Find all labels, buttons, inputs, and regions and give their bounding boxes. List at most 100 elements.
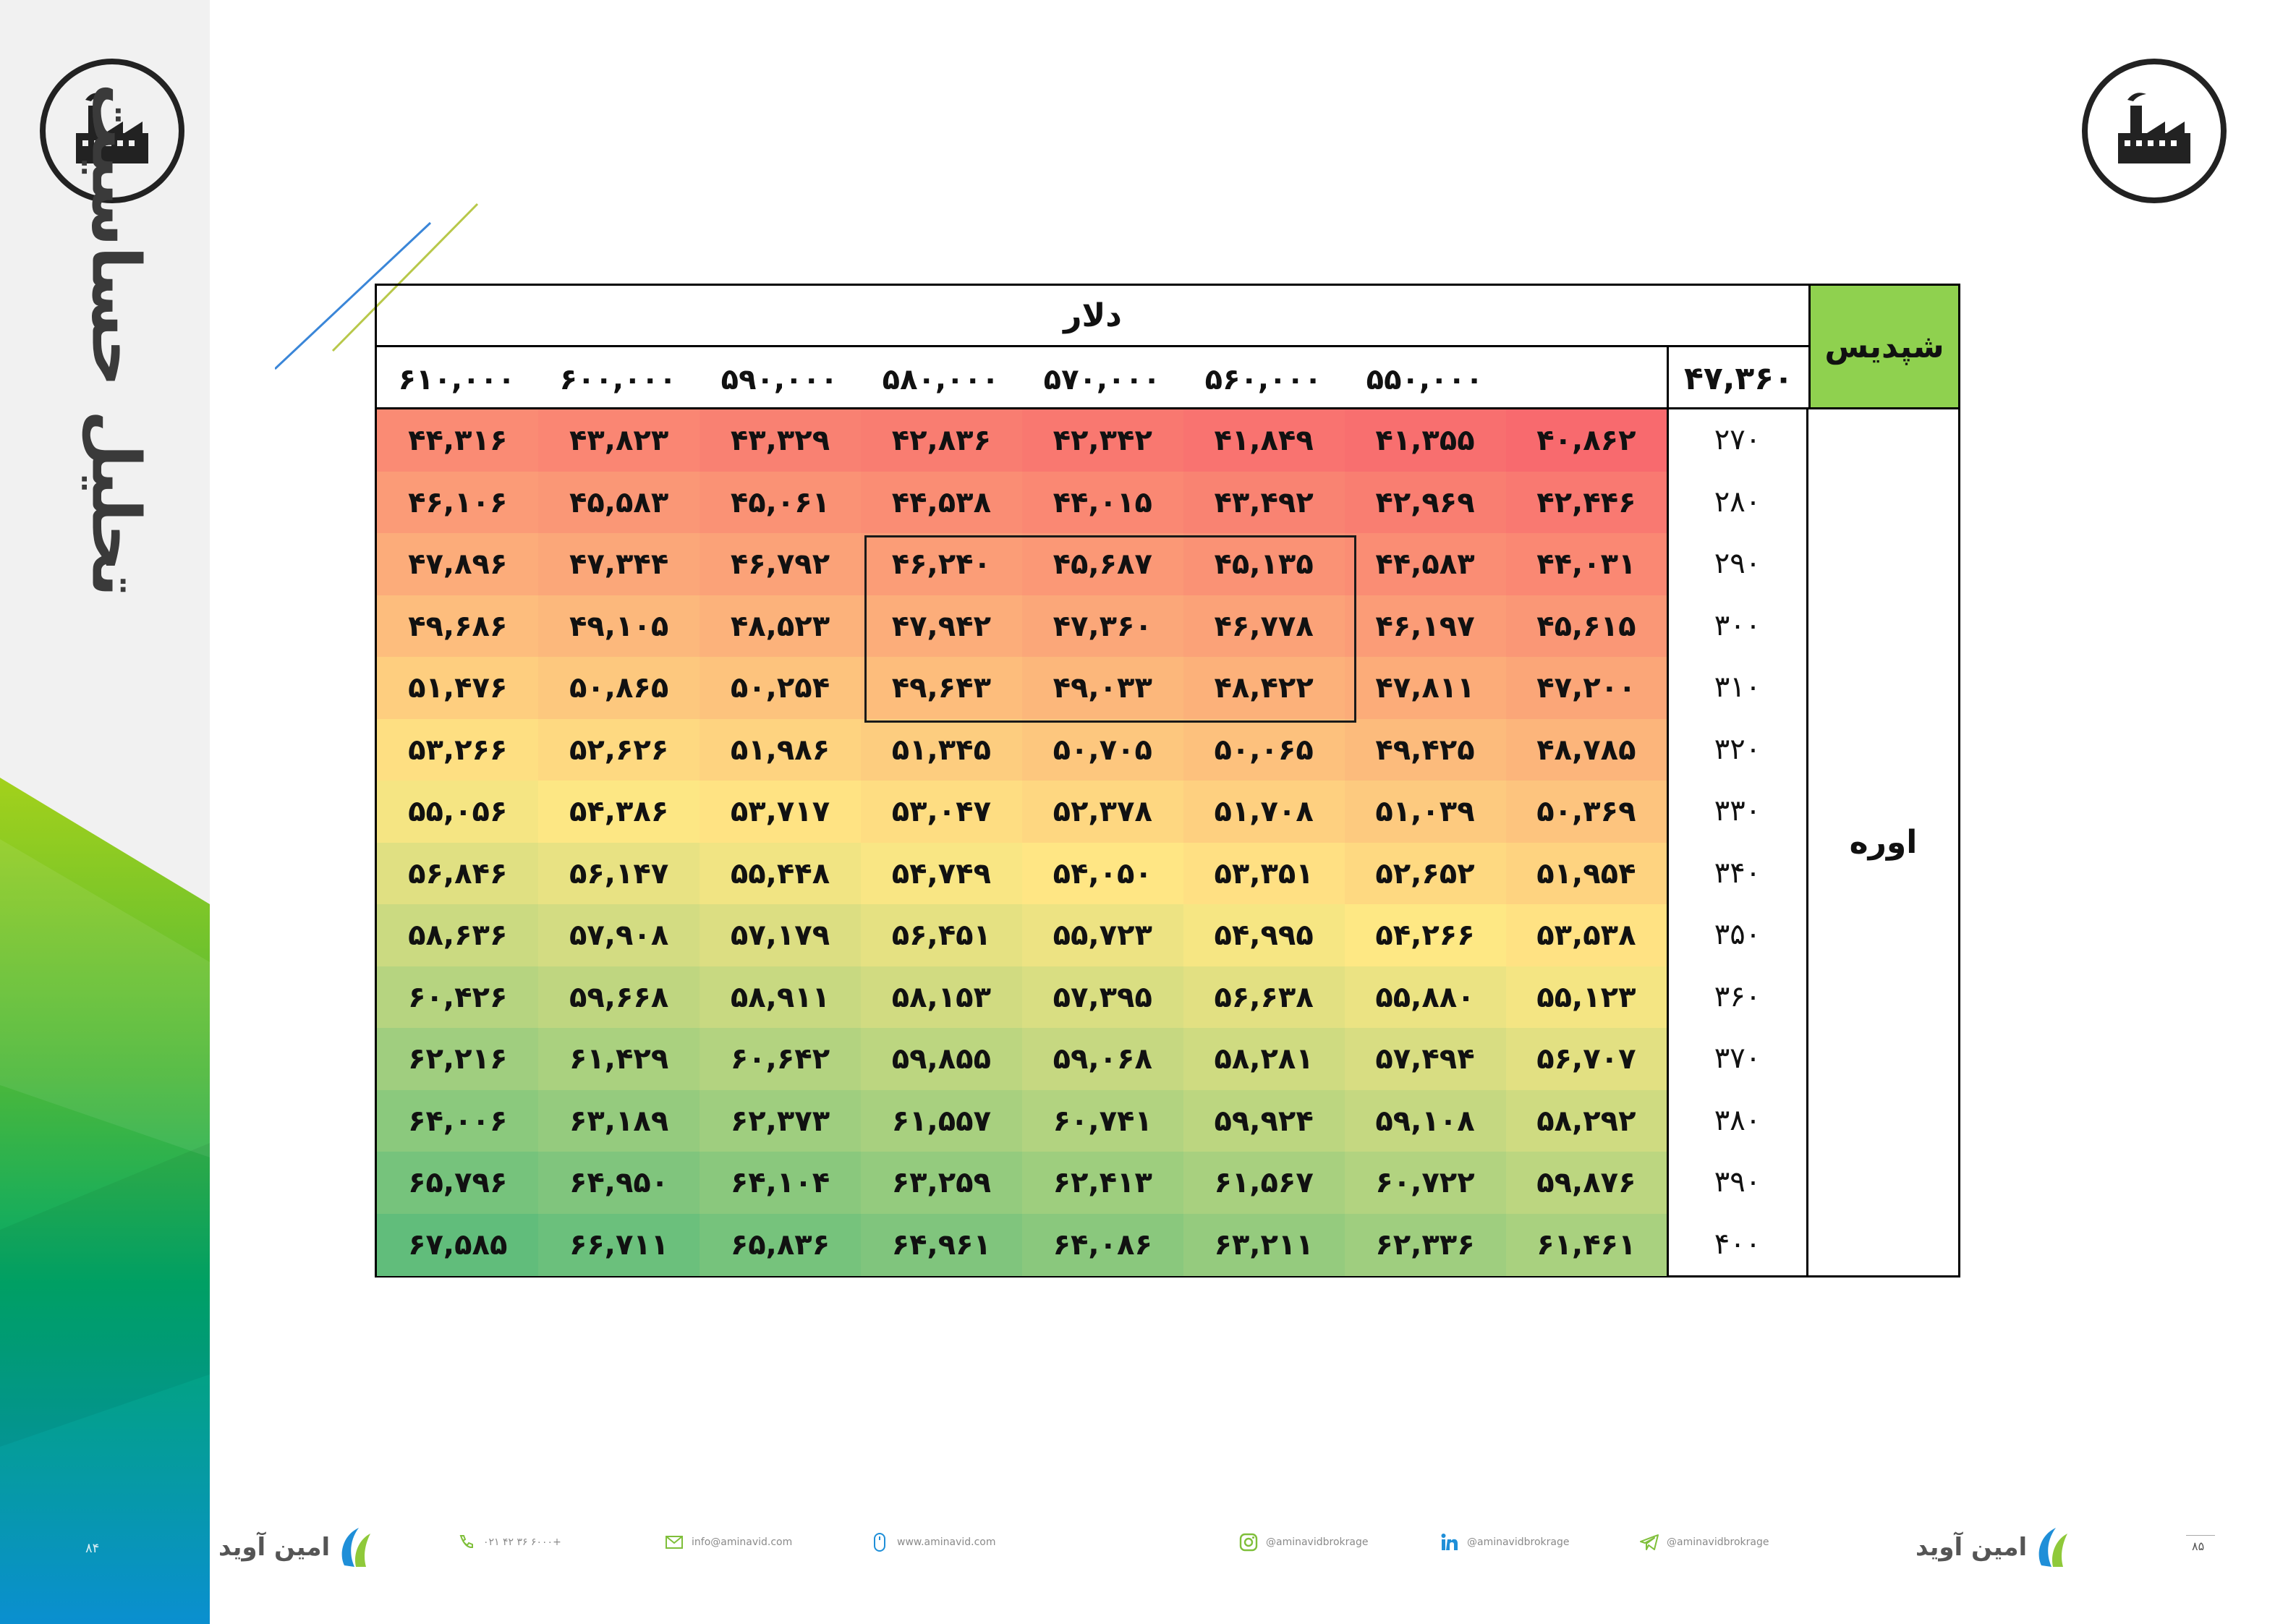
- footer-telegram[interactable]: @aminavidbrokrage: [1639, 1532, 1769, 1552]
- cell-value: ۴۶,۷۷۸: [1214, 609, 1314, 643]
- heatmap-cell: ۵۷,۳۹۵: [1021, 966, 1183, 1029]
- heatmap-cell: ۵۱,۹۸۶: [699, 718, 862, 781]
- brand-logo-icon: [341, 1528, 371, 1567]
- footer-instagram[interactable]: @aminavidbrokrage: [1238, 1532, 1368, 1552]
- cell-value: ۵۳,۷۱۷: [730, 795, 830, 829]
- cell-value: ۵۴,۹۹۵: [1214, 919, 1314, 953]
- row-label: ۲۷۰: [1714, 423, 1761, 456]
- column-group-label: دلار: [1063, 297, 1122, 334]
- heatmap-cell: ۵۰,۳۶۹: [1505, 781, 1667, 843]
- cell-value: ۴۴,۳۱۶: [408, 424, 508, 458]
- heatmap-cell: ۴۶,۱۰۶: [377, 471, 539, 534]
- footer-website[interactable]: www.aminavid.com: [869, 1532, 996, 1552]
- heatmap-cell: ۵۱,۷۰۸: [1183, 781, 1345, 843]
- cell-value: ۴۷,۲۰۰: [1536, 671, 1636, 705]
- heatmap-cell: ۴۷,۲۰۰: [1505, 657, 1667, 720]
- heatmap-cell: ۵۶,۱۴۷: [537, 842, 700, 905]
- heatmap-cell: ۶۲,۲۱۶: [377, 1028, 539, 1091]
- row-label: ۳۱۰: [1714, 671, 1761, 704]
- heatmap-cell: ۴۲,۳۴۲: [1021, 409, 1183, 472]
- heatmap-cell: ۵۳,۲۶۶: [377, 718, 539, 781]
- heatmap-cell: ۴۹,۶۴۳: [860, 657, 1023, 720]
- product-header-cell: شپدیس: [1808, 284, 1960, 409]
- brand-right: امین آوید: [1916, 1525, 2073, 1570]
- heatmap-cell: ۴۳,۴۹۲: [1183, 471, 1345, 534]
- heatmap-cell: ۴۷,۸۱۱: [1344, 657, 1506, 720]
- heatmap-cell: ۶۴,۱۰۴: [699, 1152, 862, 1215]
- cell-value: ۴۷,۸۹۶: [408, 548, 508, 582]
- heatmap-cell: ۴۰,۸۶۲: [1505, 409, 1667, 472]
- heatmap-cell: ۵۱,۰۳۹: [1344, 781, 1506, 843]
- column-label: ۵۵۰,۰۰۰: [1366, 363, 1484, 396]
- heatmap-cell: ۴۲,۴۴۶: [1505, 471, 1667, 534]
- website-text: www.aminavid.com: [897, 1536, 996, 1548]
- heatmap-cell: ۴۹,۴۲۵: [1344, 718, 1506, 781]
- heatmap-cell: ۴۶,۱۹۷: [1344, 595, 1506, 658]
- row-label: ۳۷۰: [1714, 1042, 1761, 1075]
- base-value: ۴۷,۳۶۰: [1684, 360, 1793, 397]
- heatmap-cell: ۶۴,۹۵۰: [537, 1152, 700, 1215]
- email-text: info@aminavid.com: [692, 1536, 793, 1548]
- heatmap-cell: ۵۶,۶۳۸: [1183, 966, 1345, 1029]
- heatmap-cell: ۶۱,۵۶۷: [1183, 1152, 1345, 1215]
- cell-value: ۵۵,۸۸۰: [1375, 980, 1475, 1014]
- cell-value: ۵۹,۸۷۶: [1536, 1166, 1636, 1200]
- instagram-text: @aminavidbrokrage: [1266, 1536, 1369, 1548]
- cell-value: ۶۳,۱۸۹: [569, 1104, 669, 1138]
- heatmap-cell: ۴۴,۳۱۶: [377, 409, 539, 472]
- cell-value: ۶۲,۲۱۶: [408, 1042, 508, 1076]
- heatmap-cell: ۴۹,۶۸۶: [377, 595, 539, 658]
- phone-text: ۰۲۱ ۴۲ ۳۶ ۶۰۰۰+: [483, 1536, 561, 1548]
- linkedin-icon: [1440, 1532, 1460, 1552]
- cell-value: ۵۲,۶۲۶: [569, 733, 669, 767]
- heatmap-cell: ۴۳,۳۲۹: [699, 409, 862, 472]
- cell-value: ۵۲,۳۷۸: [1053, 795, 1152, 829]
- heatmap-cell: ۴۷,۸۹۶: [377, 533, 539, 596]
- heatmap-cell: ۵۸,۹۱۱: [699, 966, 862, 1029]
- column-label: ۵۷۰,۰۰۰: [1043, 363, 1161, 396]
- footer-phone[interactable]: ۰۲۱ ۴۲ ۳۶ ۶۰۰۰+: [456, 1532, 561, 1552]
- cell-value: ۴۰,۸۶۲: [1536, 424, 1636, 458]
- footer-email[interactable]: info@aminavid.com: [664, 1532, 792, 1552]
- cell-value: ۶۱,۴۶۱: [1536, 1228, 1636, 1262]
- column-label: ۶۱۰,۰۰۰: [398, 363, 516, 396]
- heatmap-cell: ۵۹,۸۵۵: [860, 1028, 1023, 1091]
- cell-value: ۵۸,۲۸۱: [1214, 1042, 1314, 1076]
- row-label: ۲۸۰: [1714, 485, 1761, 519]
- cell-value: ۴۴,۰۱۵: [1053, 485, 1152, 519]
- heatmap-cell: ۶۵,۷۹۶: [377, 1152, 539, 1215]
- cell-value: ۵۸,۶۳۶: [408, 919, 508, 953]
- heatmap-cell: ۶۴,۰۸۶: [1021, 1213, 1183, 1276]
- cell-value: ۴۵,۶۸۷: [1053, 548, 1152, 582]
- heatmap-cell: ۵۱,۴۷۶: [377, 657, 539, 720]
- row-label: ۳۰۰: [1714, 608, 1761, 642]
- cell-value: ۶۵,۸۳۶: [730, 1228, 830, 1262]
- factory-icon: [40, 59, 184, 203]
- phone-icon: [456, 1532, 476, 1552]
- heatmap-body: ۴۰,۸۶۲ ۴۱,۳۵۵ ۴۱,۸۴۹ ۴۲,۳۴۲ ۴۲,۸۳۶ ۴۳,۳۲۹ ۴۳,۸…: [375, 409, 1667, 1277]
- cell-value: ۶۳,۲۵۹: [891, 1166, 991, 1200]
- brand-name: امین آوید: [1916, 1533, 2028, 1562]
- cell-value: ۶۶,۷۱۱: [569, 1228, 669, 1262]
- cell-value: ۴۹,۶۸۶: [408, 609, 508, 643]
- heatmap-cell: ۵۱,۹۵۴: [1505, 842, 1667, 905]
- cell-value: ۴۶,۷۹۲: [730, 548, 830, 582]
- cell-value: ۴۸,۵۲۳: [730, 609, 830, 643]
- cell-value: ۶۲,۴۱۳: [1053, 1166, 1152, 1200]
- cell-value: ۴۶,۲۴۰: [891, 548, 991, 582]
- cell-value: ۵۳,۰۴۷: [891, 795, 991, 829]
- cell-value: ۵۶,۱۴۷: [569, 856, 669, 890]
- row-label: ۴۰۰: [1714, 1227, 1761, 1261]
- row-label: ۲۹۰: [1714, 547, 1761, 580]
- row-label: ۳۴۰: [1714, 856, 1761, 890]
- heatmap-cell: ۶۲,۳۳۶: [1344, 1213, 1506, 1276]
- cell-value: ۶۱,۵۵۷: [891, 1104, 991, 1138]
- heatmap-cell: ۴۵,۰۶۱: [699, 471, 862, 534]
- heatmap-cell: ۵۹,۹۲۴: [1183, 1089, 1345, 1152]
- footer-linkedin[interactable]: @aminavidbrokrage: [1440, 1532, 1569, 1552]
- cell-value: ۶۱,۵۶۷: [1214, 1166, 1314, 1200]
- column-group-header: دلار: [375, 284, 1808, 347]
- heatmap-cell: ۶۷,۵۸۵: [377, 1213, 539, 1276]
- cell-value: ۴۳,۸۲۳: [569, 424, 669, 458]
- brand-name: امین آوید: [218, 1533, 331, 1562]
